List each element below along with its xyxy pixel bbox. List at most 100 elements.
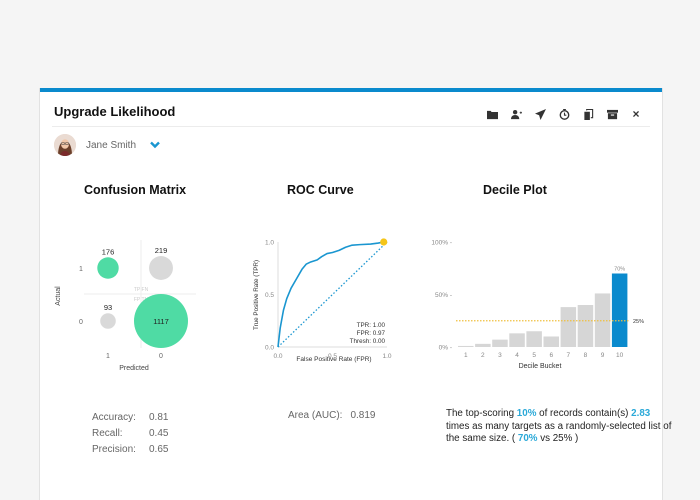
copy-icon xyxy=(583,108,593,120)
cm-value-tn: 1117 xyxy=(153,317,169,326)
roc-annotation-tpr: TPR: 1.00 xyxy=(357,322,386,329)
decile-bar-3 xyxy=(492,339,508,347)
decile-y-tick: 0% - xyxy=(439,345,452,352)
cm-x-tick-1: 1 xyxy=(106,353,110,360)
close-icon: × xyxy=(632,107,640,121)
decile-bar-5 xyxy=(526,331,542,347)
precision-row: Precision: 0.65 xyxy=(92,442,168,458)
roc-threshold-marker xyxy=(380,238,388,246)
panel-title: Upgrade Likelihood xyxy=(54,104,176,119)
chevron-down-icon xyxy=(150,141,160,149)
roc-random-line xyxy=(277,241,388,348)
cm-bubble-tn xyxy=(134,294,188,348)
auc-label: Area (AUC): xyxy=(288,410,343,421)
accuracy-value: 0.81 xyxy=(149,412,169,423)
decile-x-tick: 9 xyxy=(601,352,605,359)
summary-text-2: of records contain(s) xyxy=(536,408,632,419)
cm-value-fn: 219 xyxy=(155,246,168,255)
cm-bubble-fp xyxy=(100,313,116,329)
roc-y-tick: 1.0 xyxy=(265,240,274,247)
decile-x-tick: 5 xyxy=(532,352,536,359)
panel-accent-bar xyxy=(40,88,662,92)
assign-user-icon xyxy=(510,109,522,119)
decile-x-tick: 8 xyxy=(584,352,588,359)
panel-toolbar: × xyxy=(480,106,648,122)
clock-icon xyxy=(559,108,569,120)
recall-value: 0.45 xyxy=(149,428,169,439)
folder-icon xyxy=(486,110,498,119)
user-dropdown-toggle[interactable] xyxy=(150,140,160,150)
decile-bar-1 xyxy=(458,345,474,347)
decile-x-tick: 1 xyxy=(464,352,468,359)
schedule-button[interactable] xyxy=(552,106,576,122)
decile-y-tick: 100% - xyxy=(431,240,452,247)
cm-y-axis-label: Actual xyxy=(55,286,62,306)
cm-quadrant-label-top: TP FN xyxy=(134,287,149,293)
send-button[interactable] xyxy=(528,106,552,122)
confusion-metrics: Accuracy: 0.81 Recall: 0.45 Precision: 0.65 xyxy=(92,410,168,458)
header-divider xyxy=(52,126,650,127)
confusion-matrix-title: Confusion Matrix xyxy=(84,183,187,197)
decile-plot-title: Decile Plot xyxy=(483,183,547,197)
cm-bubble-tp xyxy=(97,257,119,279)
precision-value: 0.65 xyxy=(149,444,169,455)
decile-summary: The top-scoring 10% of records contain(s… xyxy=(446,408,676,446)
decile-bar-9 xyxy=(594,293,611,347)
decile-bar-4 xyxy=(509,333,525,347)
archive-button[interactable] xyxy=(600,106,624,122)
roc-curve-title: ROC Curve xyxy=(287,183,354,197)
cm-bubble-fn xyxy=(149,256,173,280)
cm-value-fp: 93 xyxy=(104,303,112,312)
user-selector[interactable]: Jane Smith xyxy=(54,134,160,156)
roc-y-tick: 0.5 xyxy=(265,292,274,299)
decile-plot-chart: Decile Bucket 0% - 50% - 100% - 1 2 3 4 5 6 7 8 9 10… xyxy=(431,240,644,371)
archive-icon xyxy=(606,109,618,119)
cm-value-tp: 176 xyxy=(102,247,115,256)
roc-x-tick: 0.5 xyxy=(328,353,337,360)
roc-y-axis-label: True Positive Rate (TPR) xyxy=(253,260,260,330)
decile-bar-8 xyxy=(577,305,594,347)
roc-x-axis-label: False Positive Rate (FPR) xyxy=(296,356,371,363)
copy-button[interactable] xyxy=(576,106,600,122)
roc-y-tick: 0.0 xyxy=(265,345,274,352)
decile-bar-7 xyxy=(560,307,577,347)
decile-x-tick: 10 xyxy=(616,352,624,359)
summary-lift: 2.83 xyxy=(631,408,651,419)
roc-curve-chart: True Positive Rate (TPR) False Positive … xyxy=(253,238,392,363)
send-icon xyxy=(534,108,546,120)
decile-highlight-label: 70% xyxy=(614,267,625,273)
roc-annotation-thresh: Thresh: 0.00 xyxy=(350,338,386,345)
decile-x-tick: 6 xyxy=(549,352,553,359)
cm-x-tick-0: 0 xyxy=(159,353,163,360)
decile-x-tick: 4 xyxy=(515,352,519,359)
cm-x-axis-label: Predicted xyxy=(119,365,149,372)
accuracy-label: Accuracy: xyxy=(92,412,136,423)
avatar xyxy=(54,134,76,156)
cm-y-tick-1: 1 xyxy=(79,266,83,273)
decile-x-tick: 7 xyxy=(567,352,571,359)
roc-curve-line xyxy=(277,241,384,348)
folder-button[interactable] xyxy=(480,106,504,122)
summary-model-percent: 70% xyxy=(517,433,538,444)
roc-x-tick: 1.0 xyxy=(382,353,391,360)
assign-user-button[interactable] xyxy=(504,106,528,122)
precision-label: Precision: xyxy=(92,444,136,455)
summary-text-3: times as many targets as a randomly-sele… xyxy=(446,420,672,445)
auc-metric: Area (AUC): 0.819 xyxy=(288,410,375,421)
roc-annotation-fpr: FPR: 0.97 xyxy=(357,330,386,337)
decile-y-tick: 50% - xyxy=(435,292,452,299)
summary-text-4: vs 25% ) xyxy=(537,433,579,444)
recall-row: Recall: 0.45 xyxy=(92,426,168,442)
auc-value: 0.819 xyxy=(350,410,376,421)
cm-y-tick-0: 0 xyxy=(79,319,83,326)
summary-top-percent: 10% xyxy=(516,408,537,419)
close-button[interactable]: × xyxy=(624,106,648,122)
recall-label: Recall: xyxy=(92,428,123,439)
decile-bar-2 xyxy=(475,343,491,347)
summary-text-1: The top-scoring xyxy=(446,408,517,419)
decile-bar-10 xyxy=(611,273,628,347)
user-name: Jane Smith xyxy=(86,139,137,151)
decile-x-tick: 3 xyxy=(498,352,502,359)
accuracy-row: Accuracy: 0.81 xyxy=(92,410,168,426)
upgrade-likelihood-panel: Upgrade Likelihood × xyxy=(39,88,671,500)
